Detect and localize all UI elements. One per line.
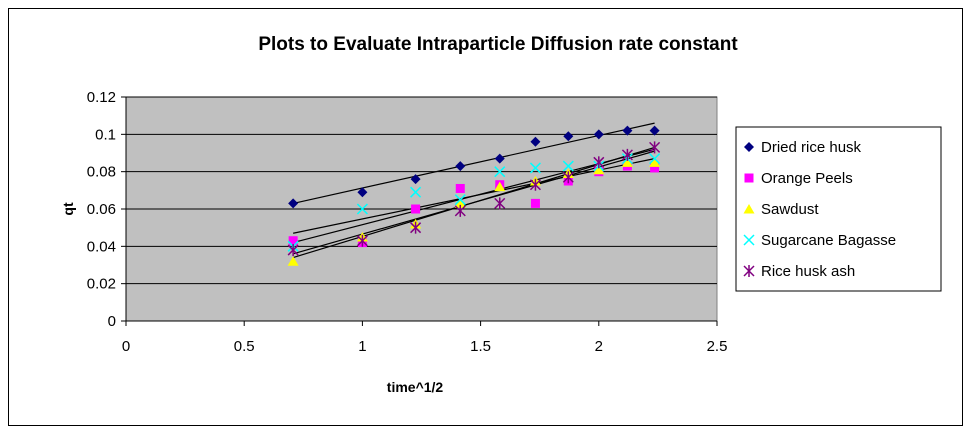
point-orange-peels	[455, 183, 465, 193]
legend-label-dried-rice-husk: Dried rice husk	[761, 139, 862, 156]
point-rice-husk-ash	[454, 204, 466, 217]
point-dried-rice-husk	[357, 187, 368, 198]
legend: Dried rice husk Orange Peels Sawdust Sugarc…	[735, 126, 942, 292]
point-rice-husk-ash	[621, 148, 633, 161]
point-sugarcane-bagasse	[529, 162, 541, 174]
point-orange-peels	[650, 163, 660, 173]
x-tick-label: 1	[358, 338, 366, 355]
y-tick-label: 0.08	[87, 164, 116, 181]
trendline-sugarcane-bagasse	[292, 148, 655, 244]
point-sawdust	[649, 157, 661, 167]
point-rice-husk-ash	[410, 221, 422, 234]
trendline-dried-rice-husk	[293, 122, 655, 204]
point-rice-husk-ash	[494, 197, 506, 210]
point-sawdust	[287, 256, 299, 266]
x-axis-label: time^1/2	[387, 379, 444, 395]
point-sugarcane-bagasse	[562, 160, 574, 172]
x-tick-label: 0	[122, 338, 130, 355]
legend-marker-orange-peels	[744, 173, 754, 183]
legend-marker-sugarcane-bagasse	[743, 234, 755, 246]
point-dried-rice-husk	[649, 125, 660, 136]
point-sugarcane-bagasse	[649, 153, 661, 165]
point-dried-rice-husk	[593, 129, 604, 140]
point-dried-rice-husk	[288, 198, 299, 209]
legend-marker-dried-rice-husk	[744, 142, 754, 152]
legend-box	[735, 126, 942, 292]
point-dried-rice-husk	[563, 131, 574, 142]
point-rice-husk-ash	[287, 244, 299, 257]
legend-label-rice-husk-ash: Rice husk ash	[761, 263, 855, 280]
y-tick-label: 0.04	[87, 238, 116, 255]
point-dried-rice-husk	[455, 161, 466, 172]
point-rice-husk-ash	[356, 234, 368, 247]
legend-label-sawdust: Sawdust	[761, 201, 819, 218]
y-axis-label: qt	[60, 202, 76, 216]
point-sugarcane-bagasse	[494, 166, 506, 178]
x-tick-label: 1.5	[470, 338, 491, 355]
point-sawdust	[621, 157, 633, 167]
point-dried-rice-husk	[410, 174, 421, 185]
point-sugarcane-bagasse	[410, 186, 422, 198]
y-tick-label: 0.06	[87, 201, 116, 218]
point-sugarcane-bagasse	[454, 194, 466, 206]
point-sawdust	[454, 198, 466, 208]
point-orange-peels	[530, 198, 540, 208]
legend-marker-sawdust	[743, 204, 755, 214]
point-sawdust	[593, 164, 605, 175]
point-sugarcane-bagasse	[356, 203, 368, 215]
legend-label-orange-peels: Orange Peels	[761, 170, 853, 187]
x-tick-label: 2.5	[707, 338, 728, 355]
y-tick-label: 0	[108, 313, 116, 330]
x-tick-label: 0.5	[234, 338, 255, 355]
point-rice-husk-ash	[562, 171, 574, 184]
point-rice-husk-ash	[649, 141, 661, 154]
point-dried-rice-husk	[622, 125, 633, 136]
legend-label-sugarcane-bagasse: Sugarcane Bagasse	[761, 232, 896, 249]
point-orange-peels	[288, 236, 298, 246]
point-dried-rice-husk	[530, 136, 541, 147]
legend-marker-rice-husk-ash	[743, 265, 755, 277]
chart-title: Plots to Evaluate Intraparticle Diffusio…	[258, 34, 738, 55]
y-tick-label: 0.12	[87, 89, 116, 106]
y-tick-label: 0.02	[87, 276, 116, 293]
point-rice-husk-ash	[529, 178, 541, 191]
y-tick-label: 0.1	[95, 126, 116, 143]
point-sawdust	[494, 181, 506, 192]
point-orange-peels	[411, 204, 421, 214]
point-dried-rice-husk	[494, 153, 505, 164]
point-rice-husk-ash	[593, 156, 605, 169]
x-tick-label: 2	[595, 338, 603, 355]
